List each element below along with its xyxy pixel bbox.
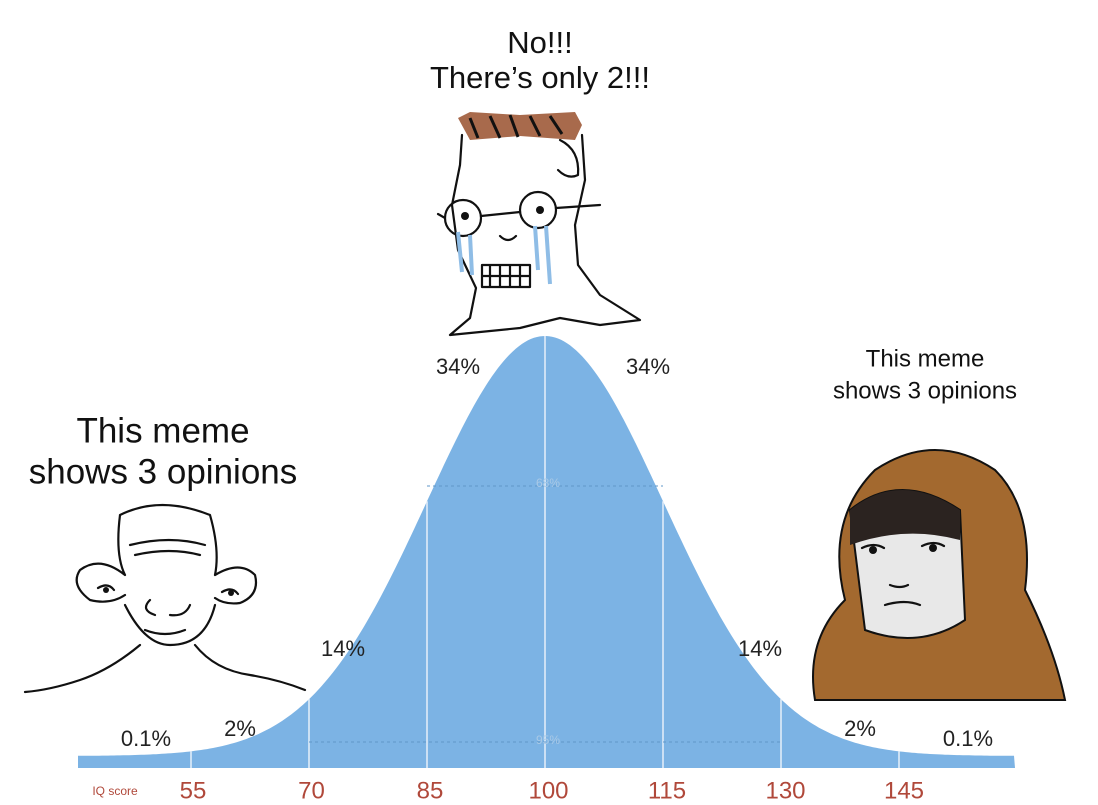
curve-area	[78, 336, 1015, 768]
top-caption: No!!!	[507, 25, 572, 60]
band-label: 95%	[536, 733, 560, 747]
percent-label: 34%	[626, 354, 670, 379]
simple-face	[23, 503, 307, 694]
left-caption: This meme	[76, 411, 249, 450]
percent-label: 0.1%	[121, 726, 171, 751]
axis-label: 70	[298, 777, 325, 804]
hooded-face	[812, 449, 1067, 701]
bell-curve	[78, 336, 1015, 768]
top-caption: There’s only 2!!!	[430, 60, 650, 95]
axis-title: IQ score	[92, 784, 138, 798]
crying-face	[436, 112, 642, 337]
percent-label: 34%	[436, 354, 480, 379]
band-label: 68%	[536, 476, 560, 490]
left-caption: shows 3 opinions	[29, 452, 298, 491]
percent-label: 14%	[738, 636, 782, 661]
axis-label: 55	[180, 777, 207, 804]
right-caption: shows 3 opinions	[833, 377, 1017, 404]
axis-label: 115	[648, 777, 686, 804]
percent-label: 2%	[224, 716, 256, 741]
percent-label: 2%	[844, 716, 876, 741]
right-caption: This meme	[866, 345, 985, 372]
axis-label: 130	[765, 777, 805, 804]
axis-label: 145	[884, 777, 924, 804]
percent-label: 0.1%	[943, 726, 993, 751]
axis-label: 85	[417, 777, 444, 804]
percent-label: 14%	[321, 636, 365, 661]
axis-label: 100	[528, 777, 568, 804]
